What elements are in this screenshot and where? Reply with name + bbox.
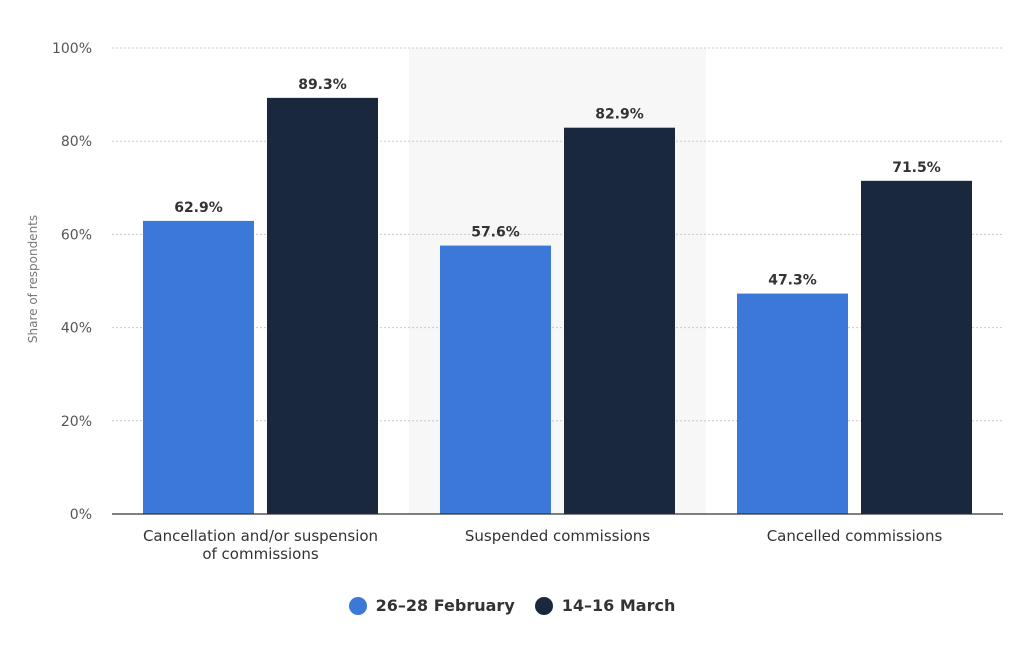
data-label: 47.3%: [768, 273, 817, 289]
bar-march-0[interactable]: [267, 97, 378, 514]
legend-dot-march: [534, 596, 553, 615]
y-tick-label: 20%: [61, 414, 92, 430]
legend-label-february: 26–28 February: [375, 596, 515, 615]
bars: [143, 97, 972, 515]
data-label: 82.9%: [595, 107, 644, 123]
legend-label-march: 14–16 March: [561, 596, 676, 615]
data-label: 89.3%: [298, 77, 347, 93]
category-label: Suspended commissions: [465, 527, 650, 545]
legend: 26–28 February 14–16 March: [0, 596, 1024, 615]
bar-chart: 0% 20% 40% 60% 80% 100% 62.9% 89.3% 57.6% 82.9% 4…: [26, 41, 1003, 563]
bar-february-1[interactable]: [440, 245, 551, 515]
data-labels: 62.9% 89.3% 57.6% 82.9% 47.3% 71.5%: [174, 77, 941, 289]
gridlines: [112, 47, 1003, 422]
y-tick-label: 80%: [61, 134, 92, 150]
bar-february-2[interactable]: [737, 293, 848, 514]
category-label: Cancellation and/or suspension: [143, 527, 378, 545]
y-tick-label: 40%: [61, 321, 92, 337]
legend-dot-february: [348, 596, 367, 615]
y-tick-label: 100%: [52, 41, 92, 57]
category-label: of commissions: [202, 545, 319, 563]
y-tick-label: 60%: [61, 227, 92, 243]
y-tick-label: 0%: [70, 507, 92, 523]
bar-march-1[interactable]: [564, 127, 675, 514]
data-label: 71.5%: [892, 160, 941, 176]
legend-item-february[interactable]: 26–28 February: [348, 596, 515, 615]
y-axis-title: Share of respondents: [26, 215, 40, 343]
bar-february-0[interactable]: [143, 220, 254, 515]
y-axis-ticks: 0% 20% 40% 60% 80% 100%: [52, 41, 92, 523]
data-label: 62.9%: [174, 200, 223, 216]
data-label: 57.6%: [471, 225, 520, 241]
bar-march-2[interactable]: [861, 180, 972, 514]
category-label: Cancelled commissions: [767, 527, 943, 545]
legend-item-march[interactable]: 14–16 March: [534, 596, 676, 615]
